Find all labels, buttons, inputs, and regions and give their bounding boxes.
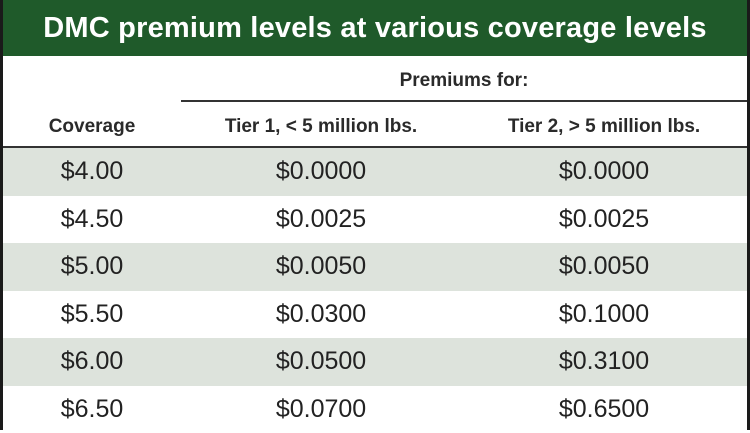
coverage-cell: $4.50 [3, 205, 181, 234]
table-row: $5.50 $0.0300 $0.1000 [3, 291, 747, 339]
tier-1-premium-cell: $0.0025 [181, 205, 461, 234]
tier-2-premium-cell: $0.0000 [461, 157, 747, 186]
table-header: Premiums for: Coverage Tier 1, < 5 milli… [3, 56, 747, 148]
table-row: $6.00 $0.0500 $0.3100 [3, 338, 747, 386]
coverage-cell: $6.00 [3, 347, 181, 376]
column-header-coverage: Coverage [3, 116, 181, 138]
tier-2-premium-cell: $0.0050 [461, 252, 747, 281]
tier-2-premium-cell: $0.0025 [461, 205, 747, 234]
coverage-cell: $5.50 [3, 300, 181, 329]
tier-1-premium-cell: $0.0000 [181, 157, 461, 186]
tier-2-premium-cell: $0.1000 [461, 300, 747, 329]
table-row: $5.00 $0.0050 $0.0050 [3, 243, 747, 291]
coverage-cell: $6.50 [3, 395, 181, 424]
premiums-group-header: Premiums for: [181, 70, 747, 92]
coverage-cell: $5.00 [3, 252, 181, 281]
table-row: $6.50 $0.0700 $0.6500 [3, 386, 747, 433]
table-title: DMC premium levels at various coverage l… [3, 0, 747, 56]
table-body: $4.00 $0.0000 $0.0000 $4.50 $0.0025 $0.0… [3, 148, 747, 433]
coverage-cell: $4.00 [3, 157, 181, 186]
table-row: $4.00 $0.0000 $0.0000 [3, 148, 747, 196]
tier-2-premium-cell: $0.3100 [461, 347, 747, 376]
tier-1-premium-cell: $0.0700 [181, 395, 461, 424]
column-header-tier-1: Tier 1, < 5 million lbs. [181, 116, 461, 138]
tier-2-premium-cell: $0.6500 [461, 395, 747, 424]
table-row: $4.50 $0.0025 $0.0025 [3, 196, 747, 244]
tier-1-premium-cell: $0.0050 [181, 252, 461, 281]
tier-1-premium-cell: $0.0500 [181, 347, 461, 376]
tier-1-premium-cell: $0.0300 [181, 300, 461, 329]
premiums-group-rule [181, 100, 747, 102]
column-header-tier-2: Tier 2, > 5 million lbs. [461, 116, 747, 138]
